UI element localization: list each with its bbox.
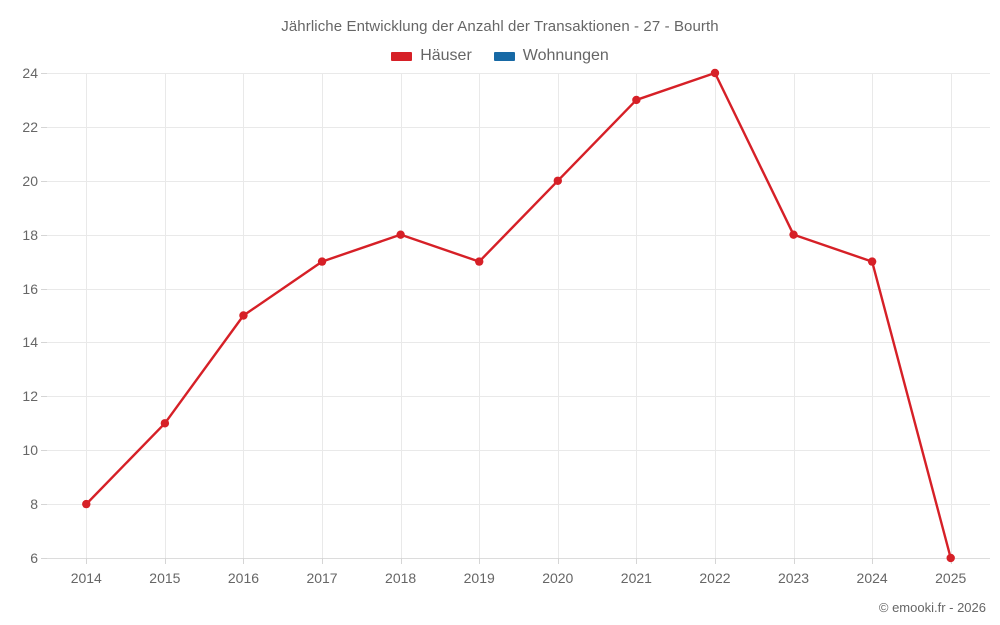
data-point-marker[interactable] — [710, 68, 720, 78]
gridline-vertical — [164, 73, 166, 558]
data-point-marker[interactable] — [82, 499, 91, 509]
gridline-vertical — [714, 73, 716, 558]
legend-item-haeuser[interactable]: Häuser — [391, 47, 472, 65]
gridline-vertical — [636, 73, 638, 558]
data-point-marker[interactable] — [789, 230, 798, 239]
gridline-horizontal — [47, 126, 990, 128]
gridline-vertical — [557, 73, 559, 558]
gridline-vertical — [479, 73, 481, 558]
data-point-marker[interactable] — [475, 257, 484, 266]
data-point-marker[interactable] — [632, 95, 641, 105]
footer-credit: © emooki.fr - 2026 — [878, 600, 986, 615]
gridline-horizontal — [47, 234, 990, 236]
legend-swatch-haeuser — [391, 51, 413, 61]
legend-label-wohnungen: Wohnungen — [522, 47, 609, 64]
gridline-horizontal — [47, 180, 990, 182]
data-point-marker[interactable] — [160, 419, 170, 428]
data-point-marker[interactable] — [946, 553, 955, 563]
legend-swatch-wohnungen — [493, 51, 515, 61]
gridline-horizontal — [47, 73, 990, 74]
gridline-vertical — [950, 73, 952, 558]
gridline-horizontal — [47, 288, 990, 290]
data-point-marker[interactable] — [239, 311, 248, 320]
gridline-horizontal — [47, 558, 990, 559]
chart-legend: Häuser Wohnungen — [0, 45, 1000, 67]
data-point-marker[interactable] — [867, 257, 877, 266]
gridline-horizontal — [47, 450, 990, 452]
gridline-vertical — [322, 73, 324, 558]
gridline-vertical — [400, 73, 402, 558]
data-point-marker[interactable] — [317, 257, 327, 266]
gridline-vertical — [793, 73, 795, 558]
legend-label-haeuser: Häuser — [420, 47, 472, 64]
gridline-horizontal — [47, 342, 990, 344]
gridline-horizontal — [47, 504, 990, 506]
data-point-marker[interactable] — [553, 176, 562, 185]
series-line — [85, 71, 952, 560]
gridline-horizontal — [47, 396, 990, 398]
gridline-vertical — [86, 73, 88, 558]
gridline-vertical — [872, 73, 874, 558]
chart-title: Jährliche Entwicklung der Anzahl der Tra… — [281, 18, 719, 35]
data-point-marker[interactable] — [396, 230, 405, 239]
legend-item-wohnungen[interactable]: Wohnungen — [493, 47, 609, 65]
